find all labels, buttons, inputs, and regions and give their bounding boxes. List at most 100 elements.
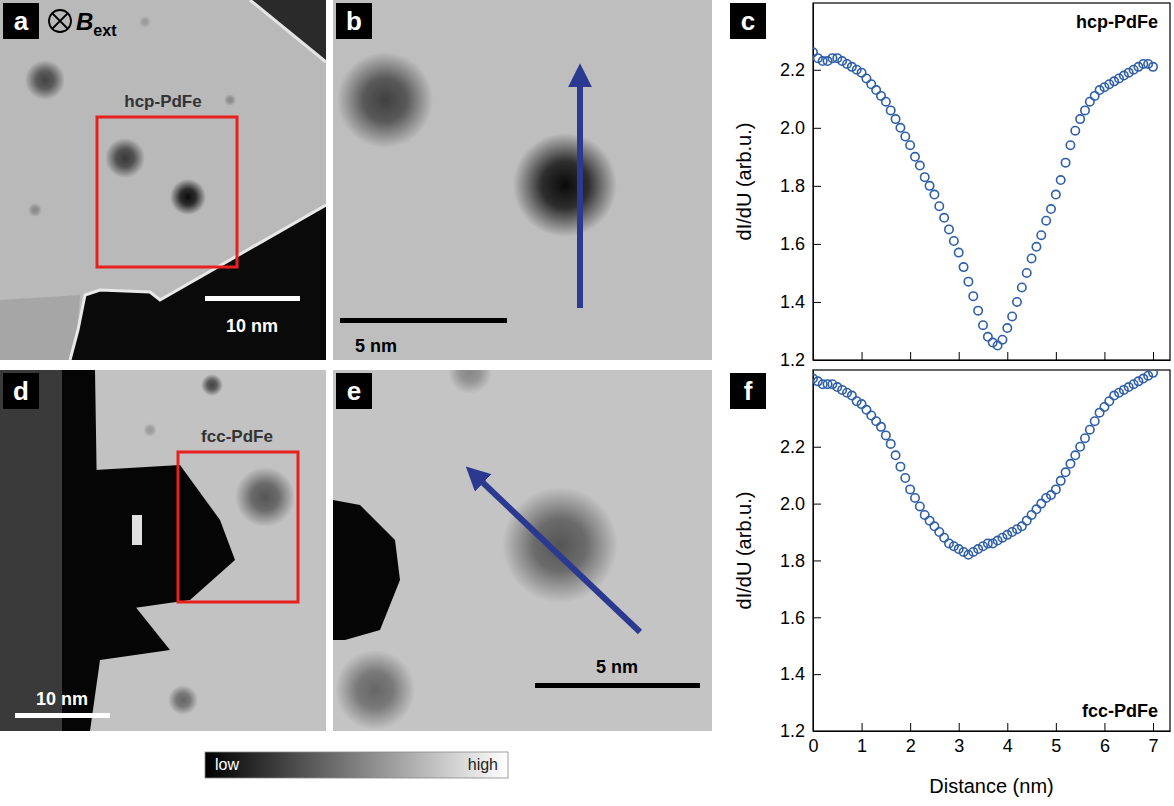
x-tick-mark: [1153, 723, 1154, 731]
data-point: [1032, 505, 1040, 513]
skyrmion: [337, 52, 433, 148]
y-axis-title: dI/dU (arb.u.): [733, 492, 755, 610]
colorbar: [205, 752, 508, 778]
y-tick-label: 1.4: [780, 292, 805, 312]
skyrmion: [28, 203, 42, 217]
x-tick-label: 1: [857, 736, 867, 756]
scale-bar: [535, 683, 700, 688]
data-point: [1057, 477, 1065, 485]
y-tick-mark: [813, 447, 821, 448]
data-point: [1071, 127, 1079, 135]
data-point: [916, 502, 924, 510]
y-tick-mark: [813, 504, 821, 505]
y-tick-mark: [813, 560, 821, 561]
x-tick-mark: [1104, 352, 1105, 360]
substrate: [333, 500, 400, 640]
data-point: [906, 485, 914, 493]
data-point: [887, 440, 895, 448]
data-point: [1047, 205, 1055, 213]
skyrmion: [502, 487, 618, 603]
data-point: [1027, 511, 1035, 519]
y-tick-mark: [813, 244, 821, 245]
y-tick-label: 1.2: [780, 721, 805, 741]
skyrmion: [513, 133, 617, 237]
x-tick-mark: [910, 352, 911, 360]
data-point: [896, 124, 904, 132]
data-point: [906, 141, 914, 149]
data-point: [1023, 269, 1031, 277]
y-tick-mark: [813, 186, 821, 187]
skyrmion: [335, 650, 415, 730]
series: [813, 370, 1157, 559]
data-point: [964, 277, 972, 285]
plot-frame: [813, 3, 1170, 360]
scale-bar-label: 10 nm: [226, 316, 278, 336]
y-tick-mark: [813, 674, 821, 675]
data-point: [1081, 434, 1089, 442]
panel-letter: f: [744, 376, 753, 406]
data-point: [1027, 254, 1035, 262]
data-point: [911, 153, 919, 161]
data-point: [1086, 425, 1094, 433]
data-point: [1076, 115, 1084, 123]
substrate: [95, 465, 235, 610]
data-point: [959, 263, 967, 271]
data-point: [1052, 485, 1060, 493]
scale-bar-label: 10 nm: [36, 689, 88, 709]
data-point: [887, 106, 895, 114]
data-point: [901, 474, 909, 482]
data-point: [1032, 243, 1040, 251]
y-tick: 1.8: [780, 176, 821, 196]
y-tick: 2.2: [780, 437, 821, 457]
x-tick: 6: [1100, 723, 1110, 756]
skyrmion: [139, 16, 151, 28]
panel-letter-box: [336, 3, 372, 39]
data-point: [882, 97, 890, 105]
x-tick: [910, 352, 911, 360]
x-tick-mark: [862, 352, 863, 360]
data-point: [901, 132, 909, 140]
y-tick: 2.0: [780, 494, 821, 514]
y-tick: 1.6: [780, 608, 821, 628]
skyrmion: [105, 138, 145, 178]
data-point: [1018, 522, 1026, 530]
panel-letter-box: [336, 373, 372, 409]
stm-image: [0, 370, 326, 731]
data-point: [955, 248, 963, 256]
y-tick: 1.4: [780, 664, 821, 684]
data-point: [969, 292, 977, 300]
y-tick-mark: [813, 731, 821, 732]
y-axis: 1.21.41.61.82.02.2: [780, 371, 821, 742]
substrate: [250, 0, 326, 62]
figure: hcp-PdFe10 nmaBext5 nmbfcc-PdFe10 nmd5 n…: [0, 0, 1174, 806]
y-tick-mark: [813, 70, 821, 71]
field-label: B: [76, 8, 93, 35]
skyrmion: [25, 60, 65, 100]
x-tick-mark: [862, 723, 863, 731]
panel-letter: e: [347, 376, 361, 406]
data-point: [896, 462, 904, 470]
substrate: [70, 205, 326, 360]
x-tick: 7: [1148, 723, 1158, 756]
data-point: [1013, 298, 1021, 306]
adatom-row: [132, 515, 142, 545]
data-point: [1047, 491, 1055, 499]
panel-letter-box: [730, 3, 766, 39]
data-point: [921, 173, 929, 181]
plot-area: [813, 370, 1157, 559]
data-point: [1052, 190, 1060, 198]
y-tick-label: 2.2: [780, 437, 805, 457]
skyrmion: [201, 374, 223, 396]
data-point: [950, 237, 958, 245]
panel-letter: c: [741, 6, 755, 36]
y-tick-label: 2.0: [780, 494, 805, 514]
y-tick: 1.2: [780, 350, 821, 370]
data-point: [945, 225, 953, 233]
x-tick: [1056, 352, 1057, 360]
y-tick-mark: [813, 617, 821, 618]
panel-letter: b: [346, 6, 362, 36]
x-axis-title: Distance (nm): [929, 775, 1053, 797]
scale-bar: [205, 296, 300, 301]
y-tick: 2.2: [780, 60, 821, 80]
x-tick: [1153, 352, 1154, 360]
